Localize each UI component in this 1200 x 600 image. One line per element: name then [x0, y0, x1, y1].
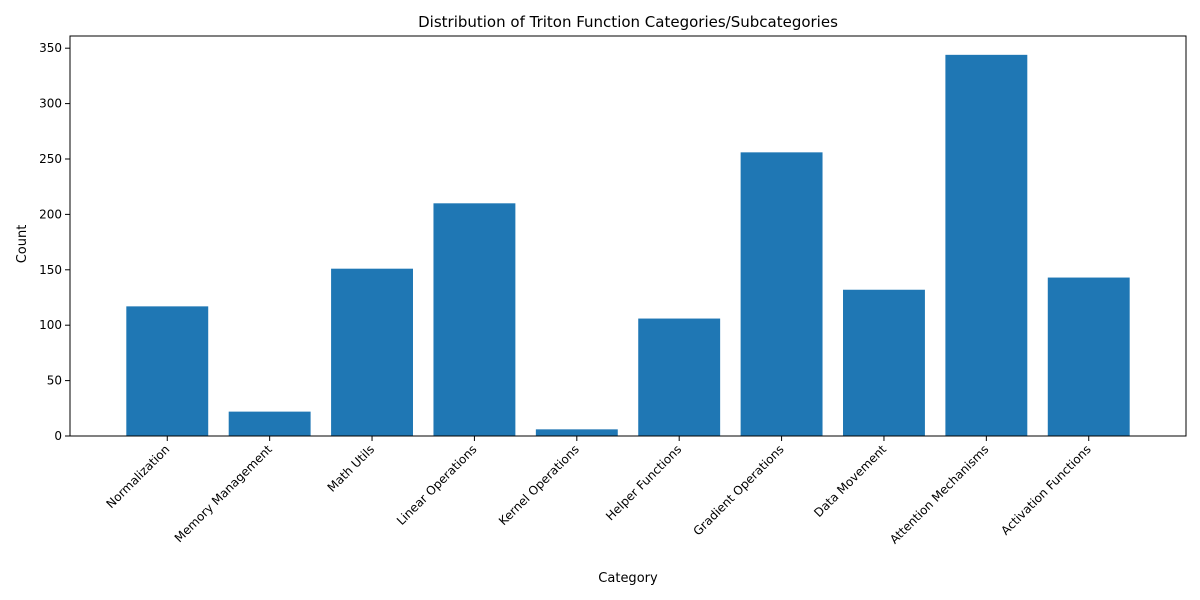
y-tick-label: 100: [39, 318, 62, 332]
bar-kernel-operations: [535, 429, 618, 436]
x-tick-label: Attention Mechanisms: [887, 442, 991, 546]
y-tick-label: 200: [39, 207, 62, 221]
x-axis-label: Category: [598, 571, 658, 586]
x-tick-label: Normalization: [104, 442, 173, 511]
bar-attention-mechanisms: [945, 54, 1028, 437]
bar-math-utils: [331, 268, 413, 436]
x-tick-label: Linear Operations: [394, 442, 480, 528]
y-tick-label: 0: [54, 429, 62, 443]
y-axis: 0 50 100 150 200 250 300 350: [39, 41, 70, 443]
x-tick-label: Activation Functions: [998, 442, 1094, 538]
x-axis: Normalization Memory Management Math Utils…: [104, 436, 1094, 547]
x-tick-label: Data Movement: [811, 442, 889, 520]
bar-gradient-operations: [740, 152, 823, 436]
bar-linear-operations: [433, 203, 516, 436]
bar-activation-functions: [1047, 277, 1130, 436]
x-tick-label: Memory Management: [172, 442, 275, 545]
y-tick-label: 300: [39, 97, 62, 111]
bar-data-movement: [843, 289, 925, 436]
x-tick-label: Math Utils: [325, 442, 378, 495]
chart-title: Distribution of Triton Function Categori…: [418, 13, 838, 31]
y-axis-label: Count: [15, 225, 30, 264]
bar-normalization: [126, 306, 209, 436]
plot-frame: [69, 35, 1187, 437]
x-tick-label: Gradient Operations: [691, 442, 787, 538]
y-tick-label: 250: [39, 152, 62, 166]
y-tick-label: 50: [47, 374, 62, 388]
bar-memory-management: [228, 411, 311, 436]
y-tick-label: 150: [39, 263, 62, 277]
bars-group: [126, 54, 1130, 437]
x-tick-label: Kernel Operations: [496, 442, 582, 528]
bar-helper-functions: [638, 318, 721, 436]
y-tick-label: 350: [39, 41, 62, 55]
x-tick-label: Helper Functions: [603, 442, 684, 523]
